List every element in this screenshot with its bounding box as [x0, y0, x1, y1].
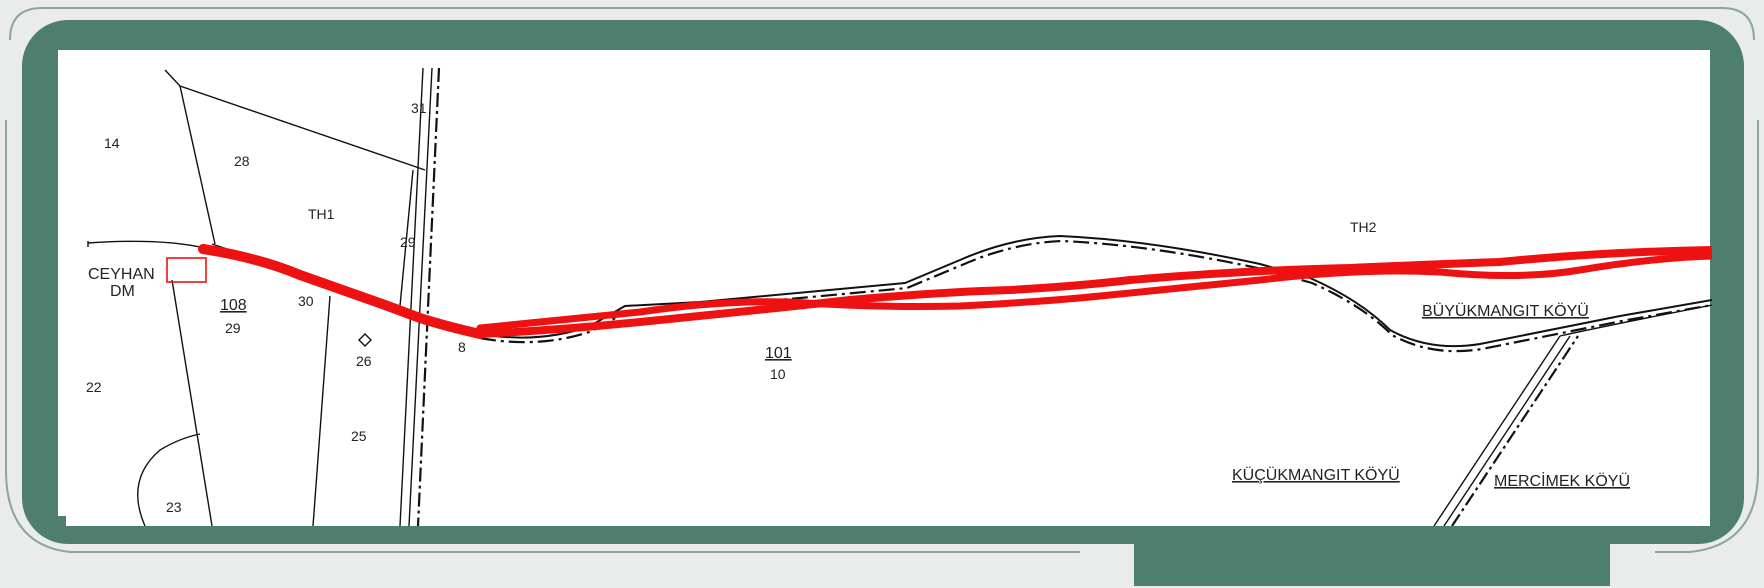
th1-label: TH1: [308, 206, 335, 222]
parcel-label-29: 29: [400, 234, 416, 250]
diamond-marker: [358, 333, 372, 347]
ceyhan-label: CEYHAN: [88, 266, 155, 283]
parcel-label-14: 14: [104, 135, 120, 151]
mercimek-label: MERCİMEK KÖYÜ: [1494, 471, 1630, 490]
ceyhan-dm-label: DM: [110, 283, 135, 300]
block-108-number: 108: [220, 297, 247, 314]
map-content: 14 28 22 23 25 26 29 30 31 8 108 29 101 …: [86, 67, 1712, 526]
parcel-label-28: 28: [234, 153, 250, 169]
parcel-label-23: 23: [166, 499, 182, 515]
block-101-sub: 10: [770, 366, 786, 382]
kucukmangit-label: KÜÇÜKMANGIT KÖYÜ: [1232, 466, 1400, 484]
left-road: [87, 240, 206, 249]
parcel-label-30: 30: [298, 293, 314, 309]
parcel-label-22: 22: [86, 379, 102, 395]
parcel-label-26: 26: [356, 353, 372, 369]
block-101-number: 101: [765, 345, 792, 362]
village-roads: [1433, 304, 1712, 526]
pipeline-route: [198, 244, 1712, 339]
parcel-label-8: 8: [458, 339, 466, 355]
th2-label: TH2: [1350, 219, 1377, 235]
parcel-label-25: 25: [351, 428, 367, 444]
ceyhan-marker: [166, 257, 207, 283]
buyukmangit-label: BÜYÜKMANGIT KÖYÜ: [1422, 302, 1589, 320]
decorative-frame: [5, 7, 1759, 553]
block-108-sub: 29: [225, 320, 241, 336]
parcel-label-31: 31: [411, 100, 427, 116]
vertical-road: [399, 67, 441, 526]
map-canvas-cutout-left: [58, 50, 68, 516]
map-canvas: [66, 50, 1710, 526]
